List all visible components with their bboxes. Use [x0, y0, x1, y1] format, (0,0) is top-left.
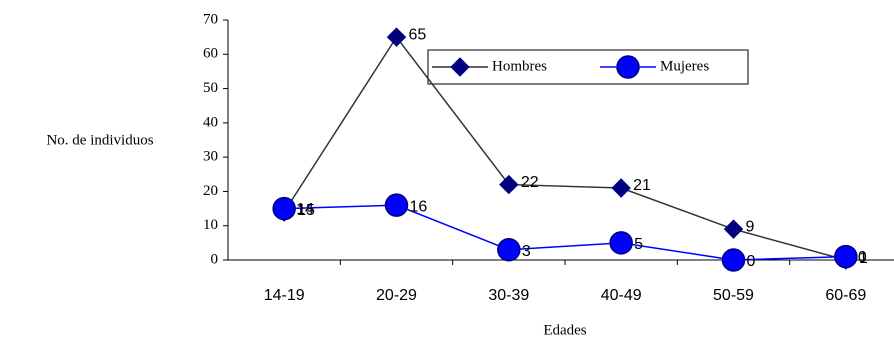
x-tick-label: 40-49 [601, 287, 642, 304]
y-tick-label: 20 [203, 183, 218, 199]
data-label: 3 [522, 243, 531, 260]
data-label: 22 [521, 174, 539, 191]
x-tick-label: 60-69 [825, 287, 866, 304]
data-label: 0 [747, 253, 756, 270]
y-axis-title: No. de individuos [46, 132, 153, 148]
y-tick-label: 0 [211, 251, 219, 267]
marker [723, 219, 744, 239]
data-label: 14 [296, 201, 314, 218]
marker [497, 237, 521, 262]
series-line [283, 35, 847, 261]
legend-label: Hombres [492, 58, 547, 74]
y-tick-label: 60 [203, 46, 218, 62]
marker [721, 248, 746, 272]
marker [450, 57, 470, 77]
marker [384, 193, 409, 217]
x-tick-label: 14-19 [264, 287, 305, 304]
marker [272, 196, 296, 221]
series-line [284, 204, 846, 261]
data-label: 9 [746, 218, 755, 235]
marker [611, 178, 631, 198]
y-tick-label: 50 [203, 80, 218, 96]
y-tick-label: 10 [203, 217, 218, 233]
y-tick-label: 40 [203, 114, 218, 130]
data-label: 5 [634, 236, 643, 253]
y-tick-label: 70 [203, 11, 218, 27]
data-label: 65 [409, 26, 427, 43]
data-label: 21 [633, 177, 651, 194]
marker [386, 27, 407, 47]
data-label: 0 [858, 249, 867, 266]
data-label: 15 [297, 202, 315, 219]
x-axis-title: Edades [543, 322, 586, 338]
marker [609, 231, 633, 255]
marker [834, 244, 858, 269]
x-tick-label: 30-39 [488, 287, 529, 304]
y-tick-label: 30 [203, 149, 218, 165]
data-label: 16 [410, 198, 428, 215]
marker [616, 55, 640, 79]
x-tick-label: 20-29 [376, 287, 417, 304]
legend-label: Mujeres [660, 58, 709, 74]
marker [499, 174, 519, 195]
x-tick-label: 50-59 [713, 287, 754, 304]
data-label: 1 [859, 250, 868, 267]
